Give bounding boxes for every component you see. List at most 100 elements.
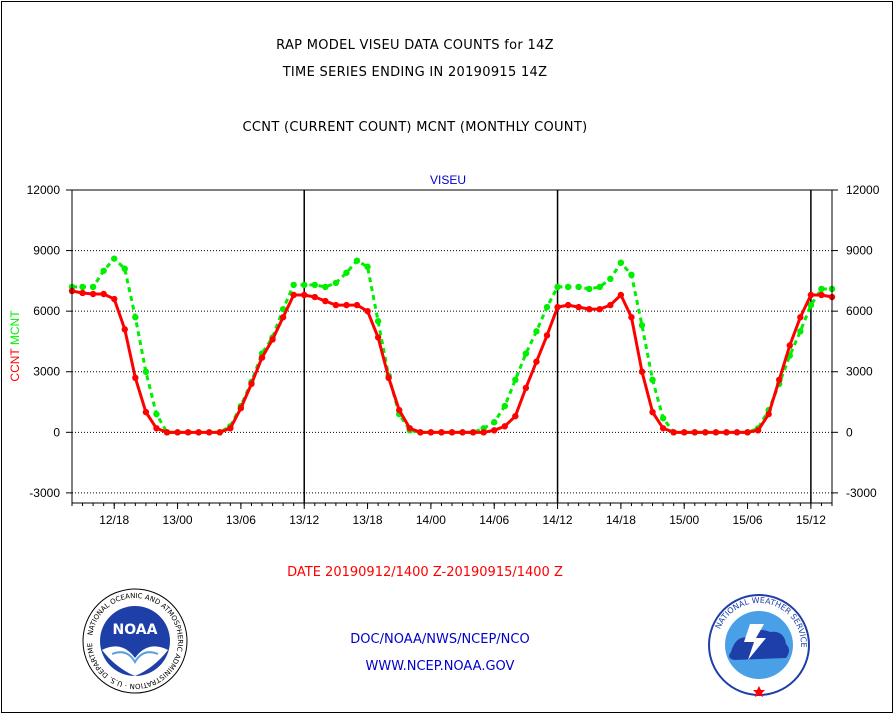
point-ccnt — [406, 425, 413, 432]
point-ccnt — [744, 429, 751, 436]
point-mcnt — [89, 283, 97, 291]
point-ccnt — [670, 429, 677, 436]
x-tick-label: 13/12 — [289, 513, 319, 527]
point-ccnt — [459, 429, 466, 436]
x-tick-label: 14/18 — [606, 513, 636, 527]
point-mcnt — [100, 267, 107, 274]
point-ccnt — [322, 297, 329, 305]
point-ccnt — [818, 291, 825, 299]
point-ccnt — [269, 336, 276, 343]
point-ccnt — [659, 425, 667, 432]
y-tick-label-left: 3000 — [33, 365, 60, 379]
point-mcnt — [617, 259, 625, 266]
point-mcnt — [607, 275, 614, 283]
x-tick-label: 13/18 — [353, 513, 383, 527]
point-ccnt — [765, 410, 772, 418]
point-ccnt — [554, 303, 561, 311]
point-ccnt — [617, 291, 625, 299]
point-ccnt — [216, 429, 223, 436]
point-ccnt — [153, 425, 160, 432]
y-tick-label-left: 12000 — [27, 183, 61, 197]
point-ccnt — [311, 293, 318, 301]
point-ccnt — [174, 429, 181, 436]
point-ccnt — [649, 408, 656, 416]
point-mcnt — [533, 328, 540, 335]
x-tick-label: 14/06 — [479, 513, 509, 527]
point-ccnt — [385, 374, 392, 381]
point-mcnt — [628, 271, 635, 279]
point-mcnt — [353, 257, 361, 264]
point-ccnt — [776, 376, 783, 384]
point-mcnt — [301, 281, 308, 289]
point-ccnt — [248, 380, 255, 388]
chart-title-line3: CCNT (CURRENT COUNT) MCNT (MONTHLY COUNT… — [242, 120, 588, 135]
point-ccnt — [522, 384, 530, 392]
point-mcnt — [343, 269, 350, 276]
chart-subtitle: VISEU — [430, 173, 466, 187]
point-ccnt — [681, 429, 688, 436]
point-mcnt — [364, 263, 371, 270]
point-mcnt — [132, 314, 139, 321]
chart-title-line1: RAP MODEL VISEU DATA COUNTS for 14Z — [276, 38, 554, 53]
point-ccnt — [797, 314, 804, 321]
point-mcnt — [586, 285, 593, 293]
point-ccnt — [438, 429, 445, 436]
point-ccnt — [807, 291, 815, 299]
point-ccnt — [258, 354, 266, 361]
series-lines — [68, 255, 836, 436]
point-ccnt — [279, 314, 287, 321]
point-mcnt — [564, 283, 572, 291]
x-tick-label: 13/00 — [163, 513, 193, 527]
point-ccnt — [111, 295, 118, 303]
date-range: DATE 20190912/1400 Z-20190915/1400 Z — [287, 565, 563, 580]
point-mcnt — [322, 283, 329, 291]
axes: -3000 -3000 0 0 3000 3000 6000 6000 9000 9000 1200… — [27, 183, 880, 527]
point-ccnt — [332, 301, 340, 309]
point-ccnt — [691, 429, 698, 436]
point-mcnt — [575, 283, 582, 291]
series-line-ccnt — [71, 289, 833, 434]
x-tick-label: 14/00 — [416, 513, 446, 527]
point-ccnt — [100, 290, 107, 298]
y-axis-label-left: CCNT MCNT — [8, 310, 22, 382]
point-ccnt — [79, 289, 86, 297]
y-tick-label-right: 12000 — [846, 183, 880, 197]
point-ccnt — [533, 358, 540, 365]
y-tick-label-left: 0 — [53, 425, 60, 439]
point-mcnt — [512, 376, 519, 384]
website-text: WWW.NCEP.NOAA.GOV — [365, 659, 515, 674]
point-ccnt — [374, 334, 382, 341]
noaa-wordmark: NOAA — [113, 622, 158, 638]
point-mcnt — [374, 318, 382, 325]
point-mcnt — [649, 376, 656, 384]
point-mcnt — [491, 419, 498, 426]
point-mcnt — [311, 281, 318, 289]
point-mcnt — [501, 402, 508, 410]
point-mcnt — [142, 368, 150, 375]
point-ccnt — [628, 314, 635, 321]
point-ccnt — [586, 305, 593, 313]
point-mcnt — [797, 328, 804, 335]
point-ccnt — [491, 427, 498, 434]
x-tick-label: 15/06 — [733, 513, 763, 527]
point-ccnt — [417, 429, 424, 436]
point-mcnt — [79, 283, 86, 291]
y-tick-label-left: 6000 — [33, 304, 60, 318]
point-ccnt — [733, 429, 741, 436]
y-tick-label-right: 3000 — [846, 365, 873, 379]
point-ccnt — [343, 301, 350, 309]
point-ccnt — [163, 429, 171, 436]
x-tick-label: 15/12 — [796, 513, 826, 527]
point-ccnt — [575, 303, 582, 311]
org-path-text: DOC/NOAA/NWS/NCEP/NCO — [350, 632, 530, 647]
x-tick-label: 13/06 — [226, 513, 256, 527]
point-mcnt — [554, 283, 561, 291]
point-ccnt — [754, 427, 762, 434]
point-ccnt — [543, 332, 551, 339]
point-ccnt — [237, 404, 245, 412]
ylabel-mcnt: MCNT — [8, 310, 22, 345]
nws-logo-icon: NATIONAL WEATHER SERVICE — [708, 594, 810, 697]
y-tick-label-right: 0 — [846, 425, 853, 439]
